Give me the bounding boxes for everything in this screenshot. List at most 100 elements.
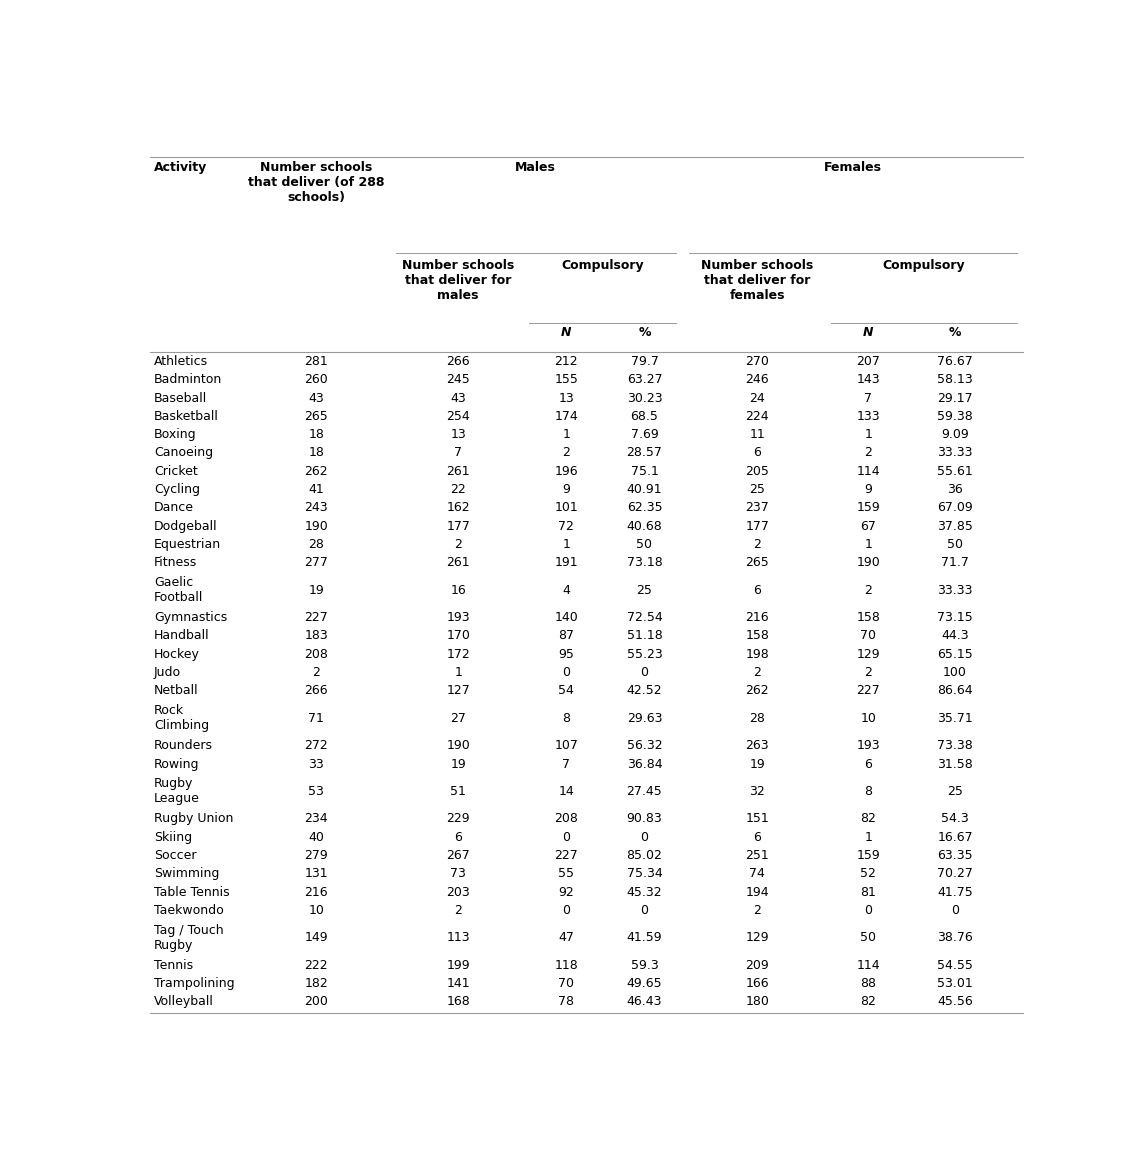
- Text: 54.55: 54.55: [937, 958, 973, 972]
- Text: 63.27: 63.27: [626, 373, 662, 386]
- Text: 73.38: 73.38: [938, 739, 973, 753]
- Text: 193: 193: [447, 612, 469, 624]
- Text: 44.3: 44.3: [941, 630, 969, 643]
- Text: 0: 0: [640, 831, 648, 844]
- Text: Compulsory: Compulsory: [883, 259, 965, 272]
- Text: 38.76: 38.76: [938, 932, 973, 944]
- Text: 33.33: 33.33: [938, 584, 973, 596]
- Text: 29.17: 29.17: [938, 392, 973, 405]
- Text: 1: 1: [562, 538, 570, 551]
- Text: 8: 8: [562, 712, 570, 725]
- Text: 177: 177: [447, 520, 471, 533]
- Text: 6: 6: [753, 831, 761, 844]
- Text: 40.91: 40.91: [626, 483, 662, 496]
- Text: N: N: [561, 326, 571, 339]
- Text: 72.54: 72.54: [626, 612, 662, 624]
- Text: 199: 199: [447, 958, 469, 972]
- Text: 55.23: 55.23: [626, 647, 662, 661]
- Text: 2: 2: [313, 666, 321, 679]
- Text: 56.32: 56.32: [626, 739, 662, 753]
- Text: 265: 265: [305, 410, 327, 423]
- Text: 127: 127: [447, 684, 469, 697]
- Text: Cycling: Cycling: [153, 483, 199, 496]
- Text: 168: 168: [447, 995, 469, 1008]
- Text: Badminton: Badminton: [153, 373, 222, 386]
- Text: 45.32: 45.32: [626, 885, 662, 898]
- Text: 16: 16: [450, 584, 466, 596]
- Text: 166: 166: [745, 977, 769, 990]
- Text: 2: 2: [455, 904, 463, 917]
- Text: 281: 281: [305, 355, 327, 368]
- Text: 0: 0: [562, 831, 570, 844]
- Text: Trampolining: Trampolining: [153, 977, 235, 990]
- Text: 92: 92: [559, 885, 575, 898]
- Text: 1: 1: [455, 666, 463, 679]
- Text: 101: 101: [554, 502, 578, 514]
- Text: 55.61: 55.61: [938, 465, 973, 477]
- Text: 182: 182: [305, 977, 327, 990]
- Text: 79.7: 79.7: [631, 355, 658, 368]
- Text: 24: 24: [749, 392, 765, 405]
- Text: 40.68: 40.68: [626, 520, 662, 533]
- Text: 14: 14: [559, 785, 575, 798]
- Text: 266: 266: [447, 355, 469, 368]
- Text: 261: 261: [447, 465, 469, 477]
- Text: 277: 277: [305, 556, 329, 569]
- Text: 28: 28: [749, 712, 765, 725]
- Text: 82: 82: [860, 813, 876, 825]
- Text: 208: 208: [554, 813, 578, 825]
- Text: 86.64: 86.64: [938, 684, 973, 697]
- Text: 1: 1: [562, 428, 570, 442]
- Text: 9: 9: [864, 483, 872, 496]
- Text: 191: 191: [554, 556, 578, 569]
- Text: 6: 6: [753, 446, 761, 459]
- Text: 49.65: 49.65: [626, 977, 662, 990]
- Text: 28.57: 28.57: [626, 446, 663, 459]
- Text: Males: Males: [515, 161, 556, 173]
- Text: Soccer: Soccer: [153, 849, 196, 862]
- Text: 58.13: 58.13: [938, 373, 973, 386]
- Text: 100: 100: [943, 666, 968, 679]
- Text: 149: 149: [305, 932, 327, 944]
- Text: 133: 133: [856, 410, 879, 423]
- Text: 50: 50: [637, 538, 653, 551]
- Text: 9: 9: [562, 483, 570, 496]
- Text: 229: 229: [447, 813, 469, 825]
- Text: 265: 265: [745, 556, 769, 569]
- Text: 0: 0: [640, 666, 648, 679]
- Text: Tennis: Tennis: [153, 958, 192, 972]
- Text: 28: 28: [308, 538, 324, 551]
- Text: 62.35: 62.35: [626, 502, 662, 514]
- Text: 85.02: 85.02: [626, 849, 663, 862]
- Text: 196: 196: [554, 465, 578, 477]
- Text: 22: 22: [450, 483, 466, 496]
- Text: 209: 209: [745, 958, 769, 972]
- Text: 25: 25: [947, 785, 963, 798]
- Text: 224: 224: [745, 410, 769, 423]
- Text: 18: 18: [308, 428, 324, 442]
- Text: 234: 234: [305, 813, 327, 825]
- Text: 129: 129: [745, 932, 769, 944]
- Text: 162: 162: [447, 502, 469, 514]
- Text: Dance: Dance: [153, 502, 194, 514]
- Text: 262: 262: [745, 684, 769, 697]
- Text: Gaelic
Football: Gaelic Football: [153, 576, 203, 605]
- Text: 53.01: 53.01: [938, 977, 973, 990]
- Text: Fitness: Fitness: [153, 556, 197, 569]
- Text: 2: 2: [753, 538, 761, 551]
- Text: 27: 27: [450, 712, 466, 725]
- Text: 55: 55: [559, 867, 575, 881]
- Text: 190: 190: [856, 556, 881, 569]
- Text: 190: 190: [305, 520, 327, 533]
- Text: 2: 2: [864, 446, 872, 459]
- Text: 32: 32: [749, 785, 765, 798]
- Text: 75.1: 75.1: [631, 465, 658, 477]
- Text: 54.3: 54.3: [941, 813, 969, 825]
- Text: 1: 1: [864, 831, 872, 844]
- Text: 50: 50: [860, 932, 876, 944]
- Text: Rock
Climbing: Rock Climbing: [153, 704, 208, 732]
- Text: 8: 8: [864, 785, 872, 798]
- Text: 0: 0: [640, 904, 648, 917]
- Text: 200: 200: [305, 995, 329, 1008]
- Text: 70.27: 70.27: [937, 867, 973, 881]
